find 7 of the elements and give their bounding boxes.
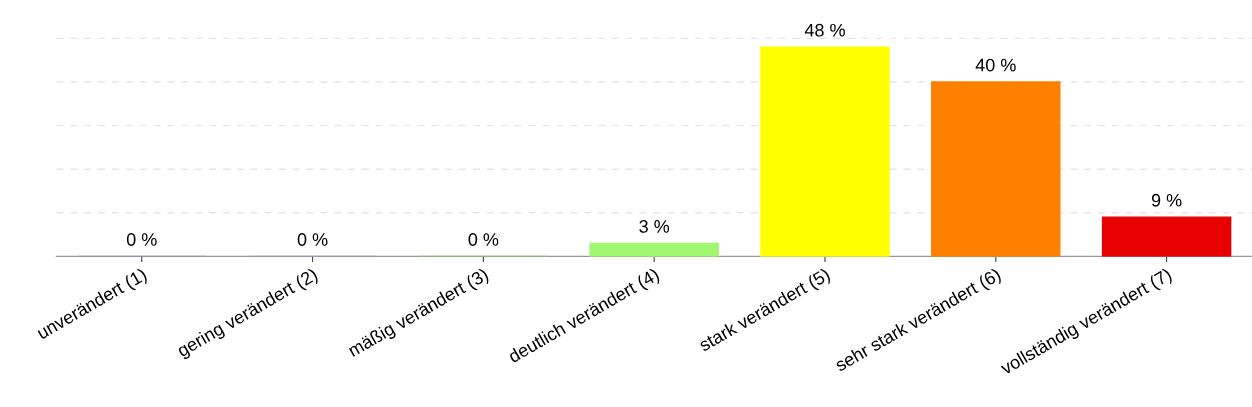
data-label: 48 %	[804, 23, 845, 37]
data-label: 0 %	[297, 233, 328, 246]
data-label: 3 %	[639, 220, 670, 233]
data-label: 0 %	[126, 233, 157, 246]
data-label: 40 %	[975, 58, 1016, 72]
data-label: 9 %	[1151, 193, 1182, 207]
data-label: 0 %	[468, 233, 499, 246]
